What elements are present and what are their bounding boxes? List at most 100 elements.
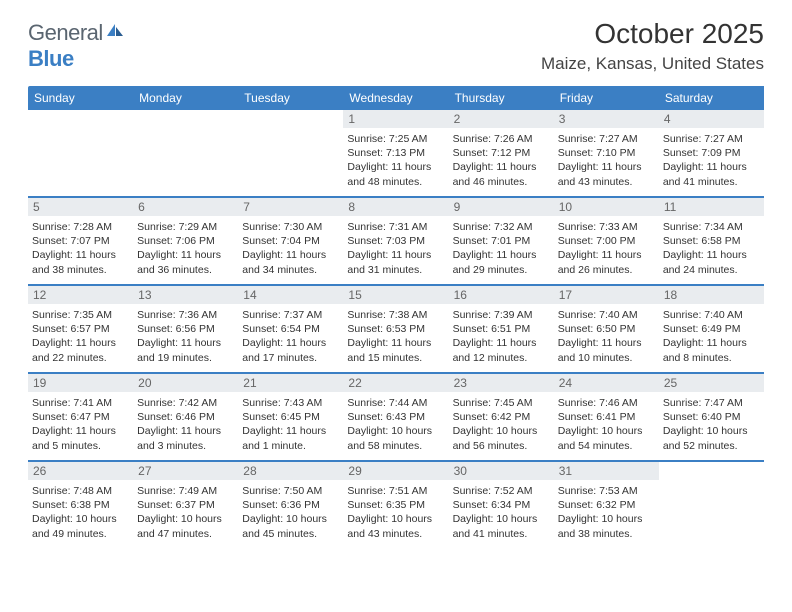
day-cell: 22Sunrise: 7:44 AMSunset: 6:43 PMDayligh… — [343, 374, 448, 460]
daylight-text: Daylight: 10 hours and 56 minutes. — [453, 424, 550, 452]
sunrise-text: Sunrise: 7:29 AM — [137, 220, 234, 234]
day-cell: 14Sunrise: 7:37 AMSunset: 6:54 PMDayligh… — [238, 286, 343, 372]
day-body: Sunrise: 7:49 AMSunset: 6:37 PMDaylight:… — [133, 480, 238, 547]
day-body: Sunrise: 7:43 AMSunset: 6:45 PMDaylight:… — [238, 392, 343, 459]
day-body: Sunrise: 7:31 AMSunset: 7:03 PMDaylight:… — [343, 216, 448, 283]
sunrise-text: Sunrise: 7:34 AM — [663, 220, 760, 234]
daylight-text: Daylight: 11 hours and 24 minutes. — [663, 248, 760, 276]
sunset-text: Sunset: 6:34 PM — [453, 498, 550, 512]
daylight-text: Daylight: 11 hours and 34 minutes. — [242, 248, 339, 276]
sunset-text: Sunset: 7:04 PM — [242, 234, 339, 248]
sunrise-text: Sunrise: 7:37 AM — [242, 308, 339, 322]
daylight-text: Daylight: 11 hours and 5 minutes. — [32, 424, 129, 452]
day-cell: 2Sunrise: 7:26 AMSunset: 7:12 PMDaylight… — [449, 110, 554, 196]
day-body: Sunrise: 7:51 AMSunset: 6:35 PMDaylight:… — [343, 480, 448, 547]
day-cell: 28Sunrise: 7:50 AMSunset: 6:36 PMDayligh… — [238, 462, 343, 548]
sunrise-text: Sunrise: 7:52 AM — [453, 484, 550, 498]
daylight-text: Daylight: 10 hours and 43 minutes. — [347, 512, 444, 540]
dayhead-saturday: Saturday — [659, 86, 764, 110]
sunrise-text: Sunrise: 7:40 AM — [663, 308, 760, 322]
sunset-text: Sunset: 6:40 PM — [663, 410, 760, 424]
day-cell: 16Sunrise: 7:39 AMSunset: 6:51 PMDayligh… — [449, 286, 554, 372]
sunrise-text: Sunrise: 7:47 AM — [663, 396, 760, 410]
sunrise-text: Sunrise: 7:31 AM — [347, 220, 444, 234]
day-body: Sunrise: 7:42 AMSunset: 6:46 PMDaylight:… — [133, 392, 238, 459]
sunset-text: Sunset: 6:49 PM — [663, 322, 760, 336]
daylight-text: Daylight: 11 hours and 41 minutes. — [663, 160, 760, 188]
daylight-text: Daylight: 10 hours and 47 minutes. — [137, 512, 234, 540]
day-body: Sunrise: 7:40 AMSunset: 6:50 PMDaylight:… — [554, 304, 659, 371]
day-cell: 8Sunrise: 7:31 AMSunset: 7:03 PMDaylight… — [343, 198, 448, 284]
daylight-text: Daylight: 10 hours and 54 minutes. — [558, 424, 655, 452]
day-number: 19 — [28, 374, 133, 392]
day-number: 8 — [343, 198, 448, 216]
day-number: 4 — [659, 110, 764, 128]
sunrise-text: Sunrise: 7:48 AM — [32, 484, 129, 498]
sunset-text: Sunset: 7:03 PM — [347, 234, 444, 248]
calendar-grid: SundayMondayTuesdayWednesdayThursdayFrid… — [28, 86, 764, 548]
day-body: Sunrise: 7:30 AMSunset: 7:04 PMDaylight:… — [238, 216, 343, 283]
dayhead-tuesday: Tuesday — [238, 86, 343, 110]
sunset-text: Sunset: 6:47 PM — [32, 410, 129, 424]
day-number: 20 — [133, 374, 238, 392]
sunset-text: Sunset: 7:12 PM — [453, 146, 550, 160]
day-number: 17 — [554, 286, 659, 304]
day-cell: 31Sunrise: 7:53 AMSunset: 6:32 PMDayligh… — [554, 462, 659, 548]
sunset-text: Sunset: 6:38 PM — [32, 498, 129, 512]
sunset-text: Sunset: 7:06 PM — [137, 234, 234, 248]
day-body: Sunrise: 7:41 AMSunset: 6:47 PMDaylight:… — [28, 392, 133, 459]
day-body: Sunrise: 7:44 AMSunset: 6:43 PMDaylight:… — [343, 392, 448, 459]
sunrise-text: Sunrise: 7:27 AM — [558, 132, 655, 146]
day-body: Sunrise: 7:39 AMSunset: 6:51 PMDaylight:… — [449, 304, 554, 371]
sunset-text: Sunset: 6:36 PM — [242, 498, 339, 512]
day-cell: 9Sunrise: 7:32 AMSunset: 7:01 PMDaylight… — [449, 198, 554, 284]
day-number: 27 — [133, 462, 238, 480]
sunrise-text: Sunrise: 7:46 AM — [558, 396, 655, 410]
blank-cell — [133, 110, 238, 196]
day-number: 22 — [343, 374, 448, 392]
sunrise-text: Sunrise: 7:27 AM — [663, 132, 760, 146]
sunrise-text: Sunrise: 7:38 AM — [347, 308, 444, 322]
day-cell: 10Sunrise: 7:33 AMSunset: 7:00 PMDayligh… — [554, 198, 659, 284]
day-number: 29 — [343, 462, 448, 480]
day-body: Sunrise: 7:36 AMSunset: 6:56 PMDaylight:… — [133, 304, 238, 371]
sunrise-text: Sunrise: 7:30 AM — [242, 220, 339, 234]
daylight-text: Daylight: 10 hours and 45 minutes. — [242, 512, 339, 540]
daylight-text: Daylight: 10 hours and 52 minutes. — [663, 424, 760, 452]
sail-icon — [105, 24, 125, 38]
daylight-text: Daylight: 11 hours and 15 minutes. — [347, 336, 444, 364]
blank-cell — [28, 110, 133, 196]
day-number: 31 — [554, 462, 659, 480]
day-number: 3 — [554, 110, 659, 128]
day-cell: 12Sunrise: 7:35 AMSunset: 6:57 PMDayligh… — [28, 286, 133, 372]
daylight-text: Daylight: 11 hours and 1 minute. — [242, 424, 339, 452]
day-number: 18 — [659, 286, 764, 304]
day-number: 16 — [449, 286, 554, 304]
day-cell: 26Sunrise: 7:48 AMSunset: 6:38 PMDayligh… — [28, 462, 133, 548]
daylight-text: Daylight: 11 hours and 19 minutes. — [137, 336, 234, 364]
day-cell: 11Sunrise: 7:34 AMSunset: 6:58 PMDayligh… — [659, 198, 764, 284]
day-body: Sunrise: 7:40 AMSunset: 6:49 PMDaylight:… — [659, 304, 764, 371]
daylight-text: Daylight: 11 hours and 36 minutes. — [137, 248, 234, 276]
sunset-text: Sunset: 7:00 PM — [558, 234, 655, 248]
day-body: Sunrise: 7:35 AMSunset: 6:57 PMDaylight:… — [28, 304, 133, 371]
day-cell: 6 Sunrise: 7:29 AMSunset: 7:06 PMDaylight… — [133, 198, 238, 284]
day-cell: 21Sunrise: 7:43 AMSunset: 6:45 PMDayligh… — [238, 374, 343, 460]
day-body: Sunrise: 7:25 AMSunset: 7:13 PMDaylight:… — [343, 128, 448, 195]
dayhead-sunday: Sunday — [28, 86, 133, 110]
daylight-text: Daylight: 11 hours and 22 minutes. — [32, 336, 129, 364]
sunrise-text: Sunrise: 7:26 AM — [453, 132, 550, 146]
day-cell: 23Sunrise: 7:45 AMSunset: 6:42 PMDayligh… — [449, 374, 554, 460]
day-cell: 29Sunrise: 7:51 AMSunset: 6:35 PMDayligh… — [343, 462, 448, 548]
sunset-text: Sunset: 6:45 PM — [242, 410, 339, 424]
day-number: 2 — [449, 110, 554, 128]
daylight-text: Daylight: 11 hours and 38 minutes. — [32, 248, 129, 276]
day-number: 21 — [238, 374, 343, 392]
sunrise-text: Sunrise: 7:45 AM — [453, 396, 550, 410]
day-number: 6 — [133, 198, 238, 216]
day-number: 24 — [554, 374, 659, 392]
day-number: 12 — [28, 286, 133, 304]
sunrise-text: Sunrise: 7:33 AM — [558, 220, 655, 234]
sunset-text: Sunset: 6:43 PM — [347, 410, 444, 424]
sunset-text: Sunset: 6:41 PM — [558, 410, 655, 424]
